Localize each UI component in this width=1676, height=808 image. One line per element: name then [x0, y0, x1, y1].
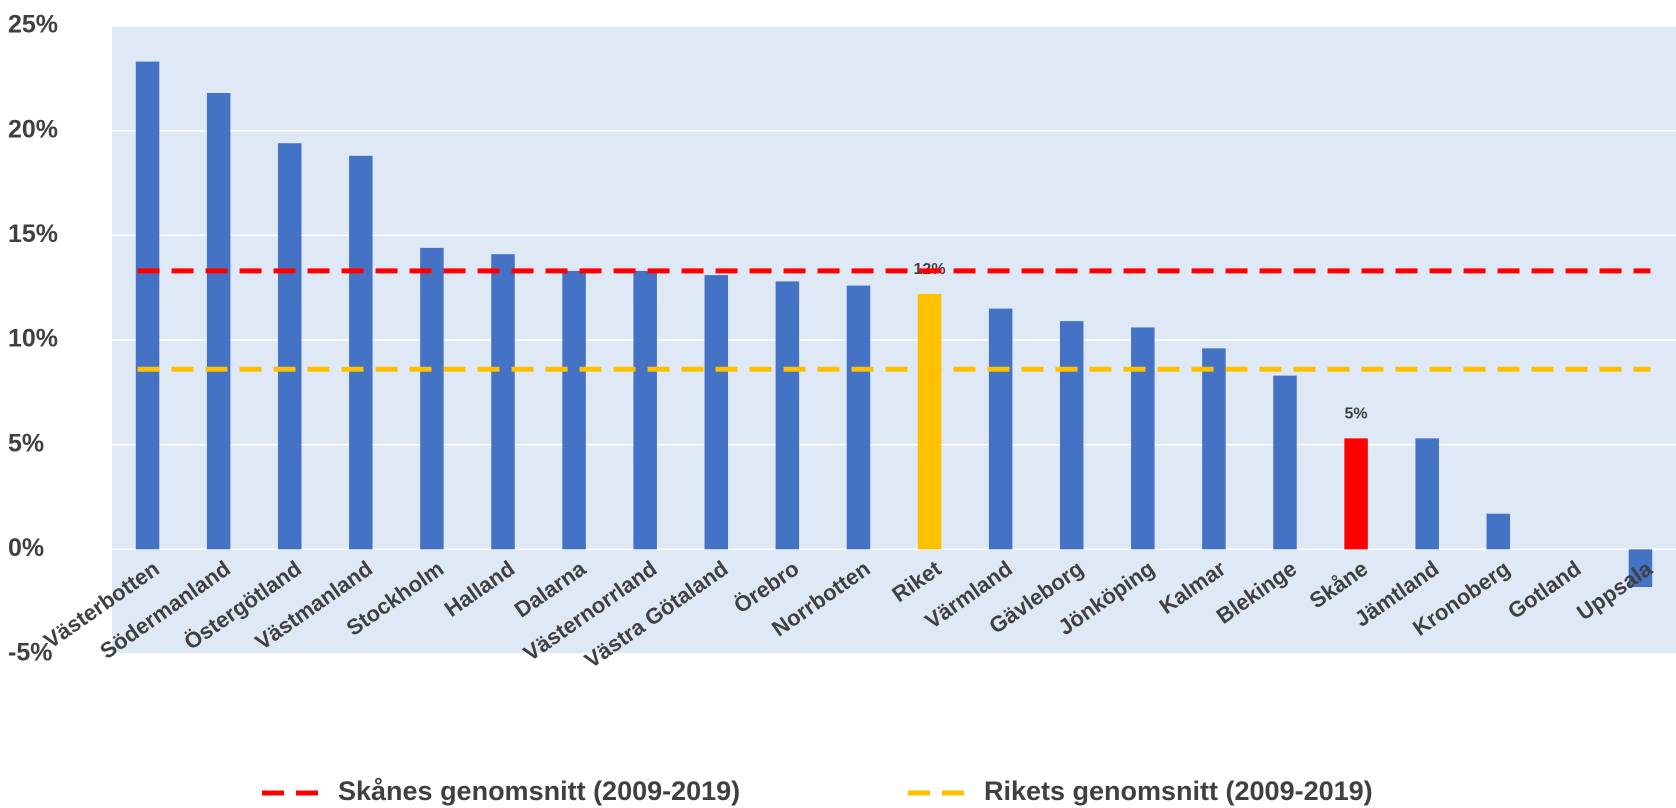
y-tick-label: 25% [8, 11, 58, 39]
legend-label: Rikets genomsnitt (2009-2019) [984, 776, 1373, 806]
bar [1131, 327, 1155, 550]
bar [775, 281, 800, 550]
bar [135, 61, 160, 550]
bar [704, 275, 729, 550]
y-tick-label: 15% [8, 220, 58, 248]
bar [491, 254, 515, 550]
bar [1202, 348, 1226, 550]
bar [1486, 513, 1511, 550]
bar [988, 308, 1013, 550]
bar [1628, 549, 1653, 588]
y-tick-label: 20% [8, 115, 58, 143]
y-tick-label: 5% [8, 429, 44, 457]
bar [1415, 438, 1439, 550]
bar [846, 285, 871, 550]
bar [206, 92, 231, 550]
legend-label: Skånes genomsnitt (2009-2019) [338, 776, 740, 806]
bar [1344, 438, 1368, 550]
bar [917, 293, 942, 550]
y-tick-label: 10% [8, 325, 58, 353]
value-label: 5% [1345, 406, 1368, 423]
bar [277, 143, 302, 550]
bar [1059, 321, 1084, 550]
bar [349, 155, 373, 550]
y-tick-label: 0% [8, 534, 44, 562]
bar [633, 270, 657, 550]
bar [420, 247, 444, 550]
bar [562, 270, 586, 550]
bar [1273, 375, 1297, 550]
y-tick-label: -5% [8, 639, 52, 667]
